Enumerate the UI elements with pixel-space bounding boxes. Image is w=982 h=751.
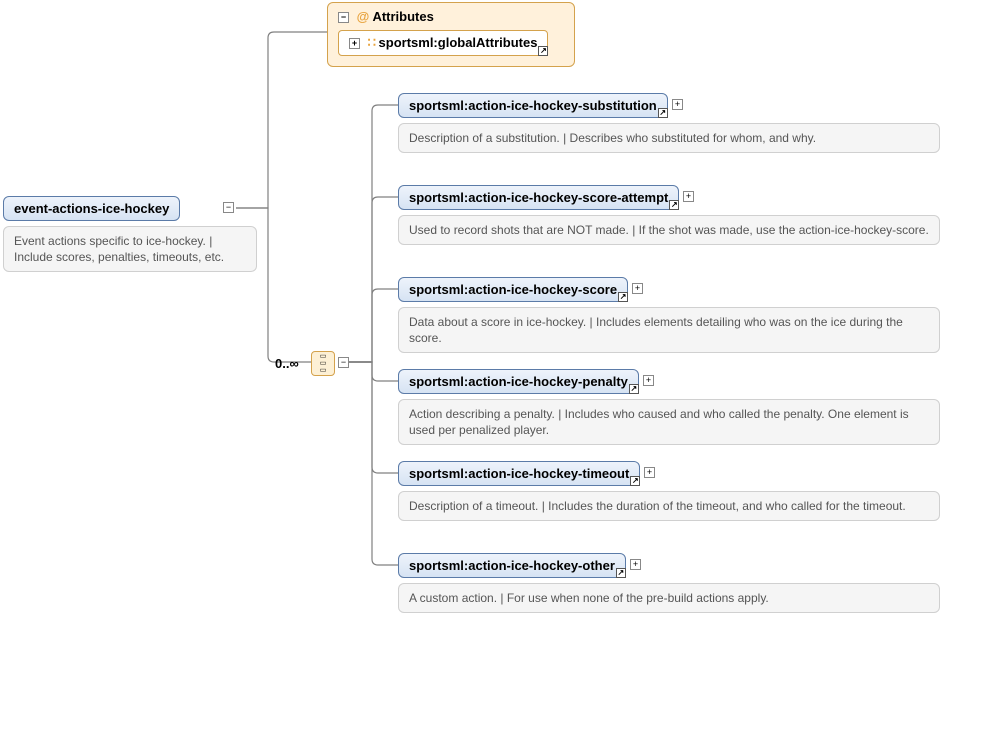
child-description: Description of a timeout. | Includes the…: [398, 491, 940, 521]
root-element-node[interactable]: event-actions-ice-hockey: [3, 196, 180, 221]
child-description: Description of a substitution. | Describ…: [398, 123, 940, 153]
expand-icon[interactable]: +: [630, 559, 641, 570]
link-icon: ↗: [538, 46, 548, 56]
collapse-icon[interactable]: −: [338, 12, 349, 23]
link-icon: ↗: [658, 108, 668, 118]
child-element-node[interactable]: sportsml:action-ice-hockey-score↗: [398, 277, 628, 302]
attributes-title: − @ Attributes: [338, 9, 564, 24]
link-icon: ↗: [669, 200, 679, 210]
child-element-node[interactable]: sportsml:action-ice-hockey-other↗: [398, 553, 626, 578]
at-icon: @: [357, 9, 370, 24]
child-description: Data about a score in ice-hockey. | Incl…: [398, 307, 940, 353]
expand-icon[interactable]: +: [644, 467, 655, 478]
choice-compositor[interactable]: ▭ ▭ ▭: [311, 351, 335, 376]
link-icon: ↗: [616, 568, 626, 578]
child-description: A custom action. | For use when none of …: [398, 583, 940, 613]
expand-icon[interactable]: +: [672, 99, 683, 110]
expand-icon[interactable]: +: [683, 191, 694, 202]
link-icon: ↗: [630, 476, 640, 486]
link-icon: ↗: [629, 384, 639, 394]
expand-icon[interactable]: +: [632, 283, 643, 294]
collapse-icon[interactable]: −: [338, 357, 349, 368]
group-icon: ∷: [368, 35, 375, 50]
expand-icon[interactable]: +: [349, 38, 360, 49]
expand-icon[interactable]: +: [643, 375, 654, 386]
cardinality-label: 0..∞: [275, 356, 299, 371]
root-description: Event actions specific to ice-hockey. | …: [3, 226, 257, 272]
attribute-item[interactable]: + ∷ sportsml:globalAttributes ↗: [338, 30, 548, 56]
link-icon: ↗: [618, 292, 628, 302]
root-label: event-actions-ice-hockey: [14, 201, 169, 216]
child-element-node[interactable]: sportsml:action-ice-hockey-score-attempt…: [398, 185, 679, 210]
child-description: Used to record shots that are NOT made. …: [398, 215, 940, 245]
child-element-node[interactable]: sportsml:action-ice-hockey-substitution↗: [398, 93, 668, 118]
child-description: Action describing a penalty. | Includes …: [398, 399, 940, 445]
attributes-group[interactable]: − @ Attributes + ∷ sportsml:globalAttrib…: [327, 2, 575, 67]
child-element-node[interactable]: sportsml:action-ice-hockey-timeout↗: [398, 461, 640, 486]
collapse-icon[interactable]: −: [223, 202, 234, 213]
child-element-node[interactable]: sportsml:action-ice-hockey-penalty↗: [398, 369, 639, 394]
